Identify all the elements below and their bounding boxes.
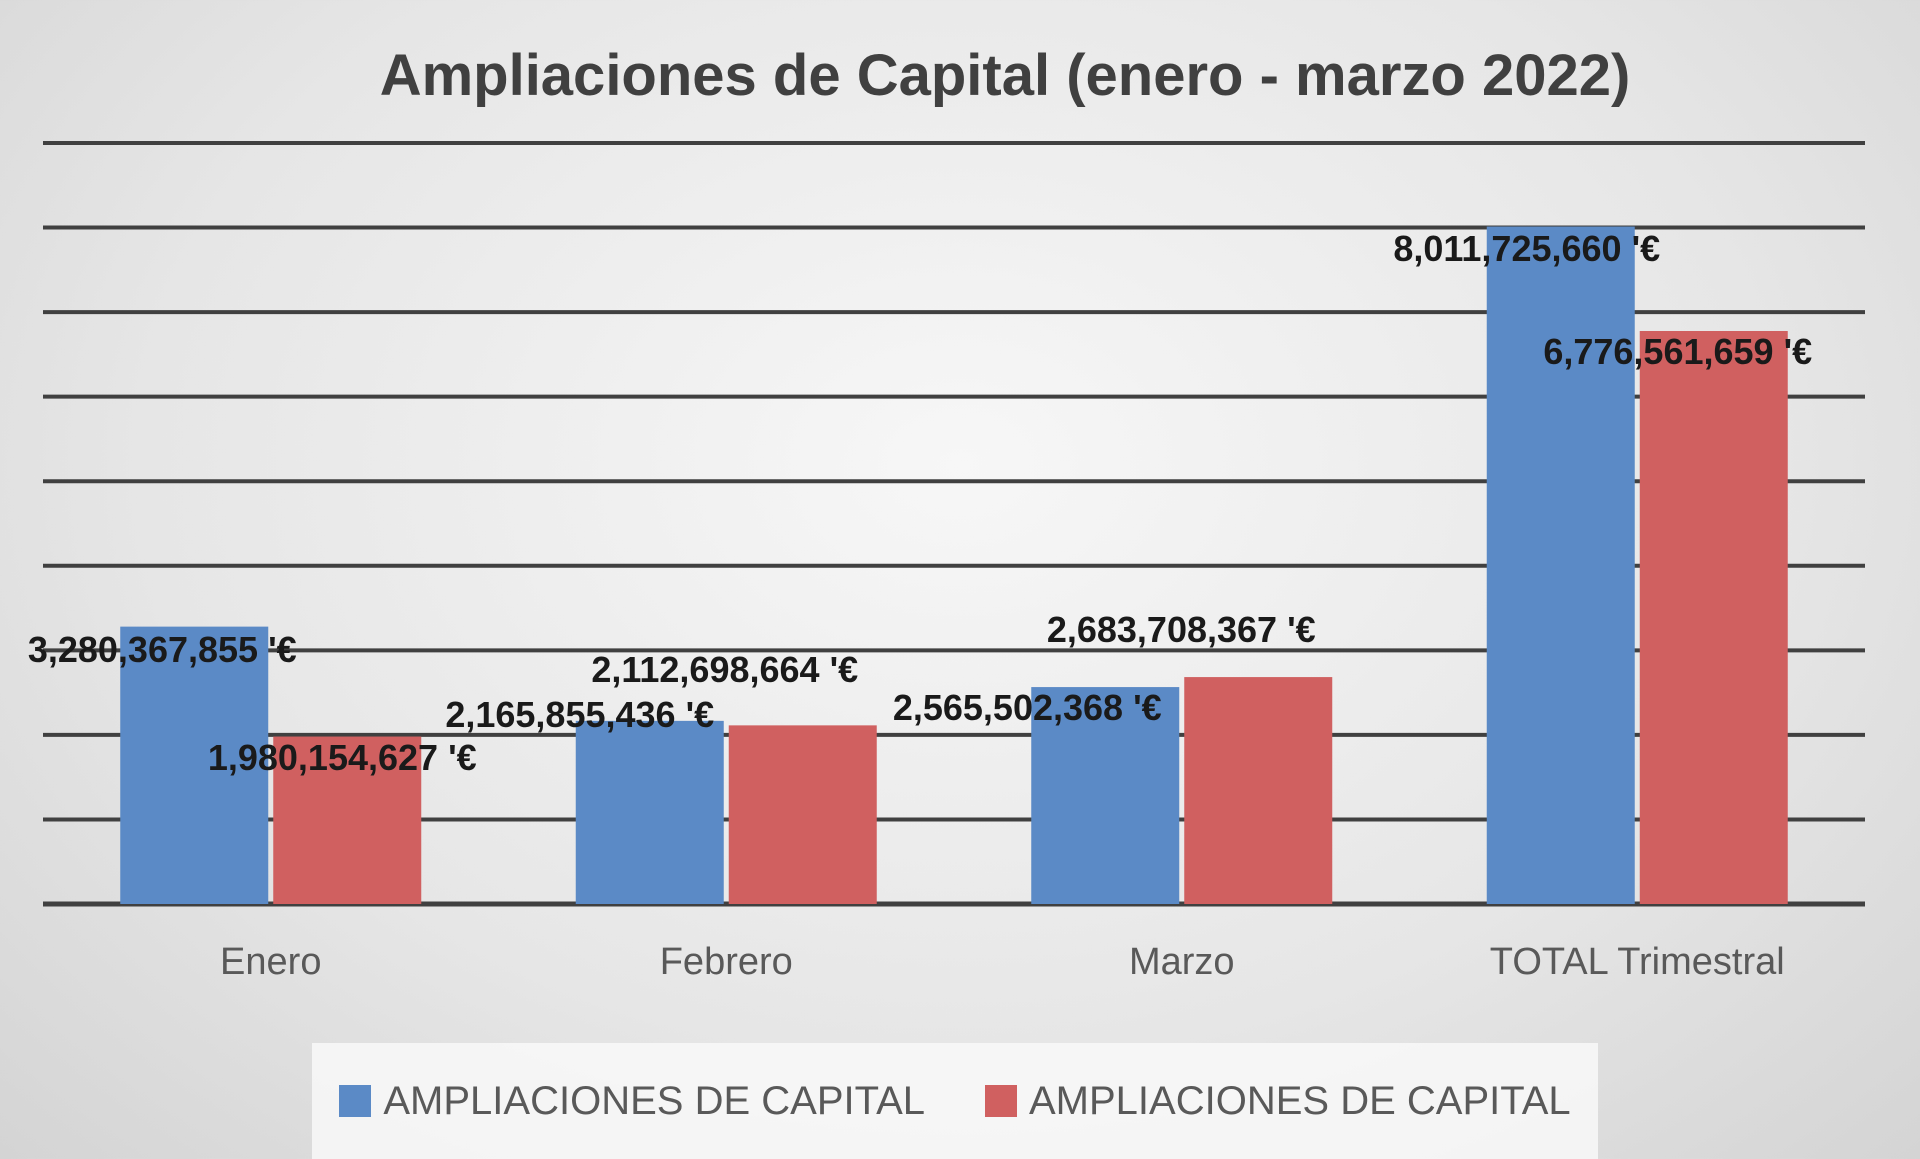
legend-label: AMPLIACIONES DE CAPITAL <box>383 1078 925 1123</box>
bar-red <box>1184 677 1333 904</box>
category-label: Enero <box>220 941 321 983</box>
data-label: 1,980,154,627 '€ <box>208 737 477 778</box>
legend: AMPLIACIONES DE CAPITAL AMPLIACIONES DE … <box>312 1043 1598 1159</box>
chart-title: Ampliaciones de Capital (enero - marzo 2… <box>379 43 1631 108</box>
bar-red <box>273 736 422 904</box>
bar-red <box>1639 331 1788 905</box>
category-label: TOTAL Trimestral <box>1490 941 1785 983</box>
data-label: 3,280,367,855 '€ <box>28 629 297 670</box>
data-label: 2,683,708,367 '€ <box>1047 609 1316 650</box>
bar-blue <box>120 626 269 904</box>
category-label: Febrero <box>660 941 793 983</box>
data-label: 2,112,698,664 '€ <box>591 649 858 690</box>
legend-label: AMPLIACIONES DE CAPITAL <box>1029 1078 1571 1123</box>
data-label: 2,565,502,368 '€ <box>893 687 1162 728</box>
legend-swatch-red <box>985 1085 1017 1117</box>
legend-swatch-blue <box>339 1085 372 1117</box>
data-label: 6,776,561,659 '€ <box>1543 331 1812 372</box>
legend-item-series-2: AMPLIACIONES DE CAPITAL <box>985 1079 1571 1124</box>
bar-red <box>728 725 877 904</box>
bar-blue <box>1486 226 1635 904</box>
bar-blue <box>575 720 724 904</box>
data-label: 2,165,855,436 '€ <box>445 694 714 735</box>
legend-item-series-1: AMPLIACIONES DE CAPITAL <box>339 1079 925 1124</box>
data-label: 8,011,725,660 '€ <box>1393 228 1660 269</box>
category-label: Marzo <box>1129 941 1235 983</box>
bar-blue <box>1031 687 1180 904</box>
